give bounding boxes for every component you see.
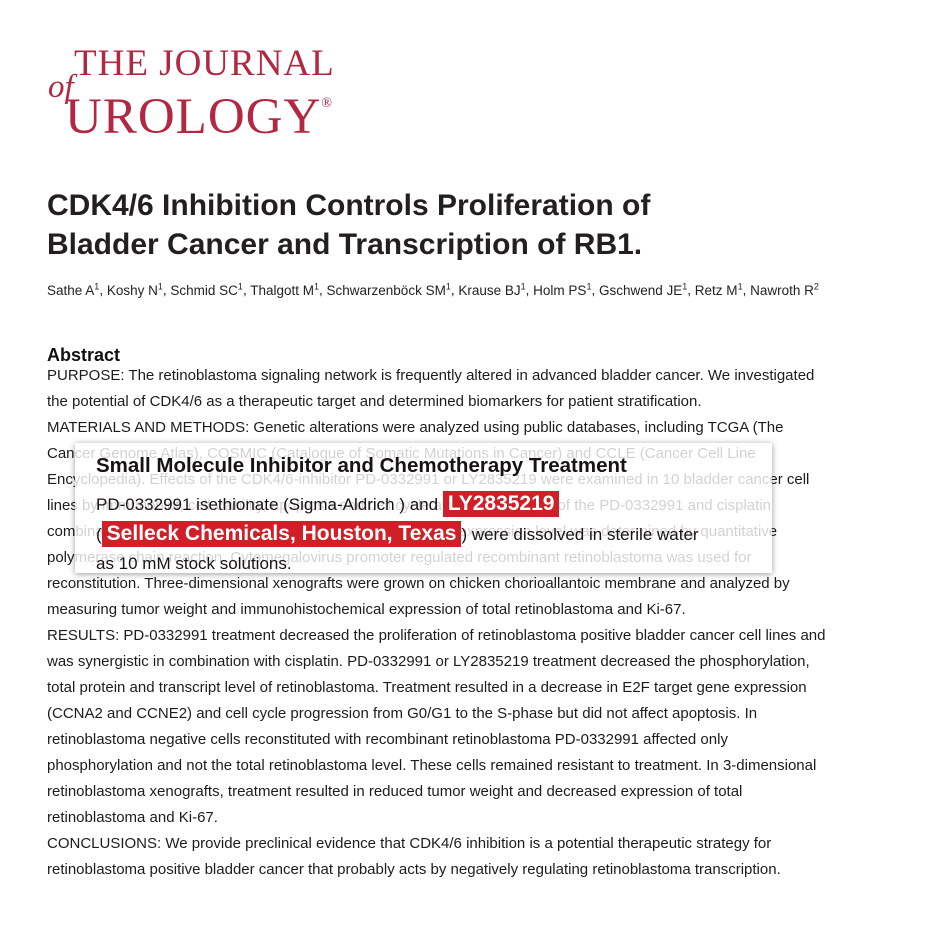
author: Retz M1 (694, 281, 743, 298)
journal-logo: of THE JOURNAL UROLOGY® (48, 43, 335, 143)
author: Thalgott M1 (250, 281, 319, 298)
abstract-line: (CCNA2 and CCNE2) and cell cycle progres… (47, 705, 758, 722)
author-affiliation-sup: 1 (682, 281, 688, 291)
abstract-line: RESULTS: PD-0332991 treatment decreased … (47, 627, 826, 644)
author: Schwarzenböck SM1 (326, 281, 451, 298)
popup-line2-text: ) were dissolved in sterile water (461, 525, 699, 544)
abstract-line: the potential of CDK4/6 as a therapeutic… (47, 393, 702, 410)
author-affiliation-sup: 1 (737, 281, 743, 291)
popup-line-3: as 10 mM stock solutions. (96, 554, 292, 573)
methods-popup: Small Molecule Inhibitor and Chemotherap… (75, 443, 772, 573)
author: Krause BJ1 (458, 281, 526, 298)
popup-title: Small Molecule Inhibitor and Chemotherap… (96, 454, 627, 477)
author: Holm PS1 (533, 281, 592, 298)
highlight-ly2835219: LY2835219 (442, 491, 560, 517)
author-affiliation-sup: 1 (94, 281, 100, 291)
abstract-line: phosphorylation and not the total retino… (47, 757, 817, 774)
author-affiliation-sup: 1 (520, 281, 526, 291)
author: Nawroth R2 (750, 281, 819, 298)
popup-line-1: PD-0332991 isethionate (Sigma-Aldrich ) … (96, 489, 772, 519)
abstract-line: was synergistic in combination with cisp… (47, 653, 810, 670)
abstract-line: retinoblastoma positive bladder cancer t… (47, 861, 781, 878)
author-affiliation-sup: 1 (586, 281, 592, 291)
abstract-text: PURPOSE: The retinoblastoma signaling ne… (47, 363, 825, 883)
abstract-line: PURPOSE: The retinoblastoma signaling ne… (47, 367, 815, 384)
article-title-line: CDK4/6 Inhibition Controls Proliferation… (47, 189, 651, 223)
author-affiliation-sup: 1 (157, 281, 163, 291)
abstract-heading: Abstract (47, 344, 121, 365)
article-title-line: Bladder Cancer and Transcription of RB1. (47, 228, 643, 262)
abstract-line: measuring tumor weight and immunohistoch… (47, 601, 686, 618)
author: Koshy N1 (106, 281, 163, 298)
registered-trademark-icon: ® (321, 96, 332, 111)
popup-line2-open-paren: ( (96, 525, 102, 544)
author: Schmid SC1 (170, 281, 243, 298)
authors-line: Sathe A1, Koshy N1, Schmid SC1, Thalgott… (47, 281, 819, 298)
abstract-line: CONCLUSIONS: We provide preclinical evid… (47, 835, 772, 852)
logo-line-urology: UROLOGY® (65, 80, 335, 143)
author: Sathe A1 (47, 281, 100, 298)
abstract-line: total protein and transcript level of re… (47, 679, 807, 696)
abstract-line: MATERIALS AND METHODS: Genetic alteratio… (47, 419, 784, 436)
author-affiliation-sup: 1 (237, 281, 243, 291)
author-affiliation-sup: 1 (313, 281, 319, 291)
author-affiliation-sup: 1 (445, 281, 451, 291)
abstract-line: retinoblastoma and Ki-67. (47, 809, 218, 826)
popup-line-2: (Selleck Chemicals, Houston, Texas) were… (96, 519, 772, 549)
article-title: CDK4/6 Inhibition Controls Proliferation… (47, 186, 650, 264)
abstract-line: retinoblastoma negative cells reconstitu… (47, 731, 728, 748)
author-affiliation-sup: 2 (813, 281, 819, 291)
author: Gschwend JE1 (598, 281, 688, 298)
highlight-selleck-chemicals: Selleck Chemicals, Houston, Texas (101, 521, 462, 547)
abstract-line: retinoblastoma xenografts, treatment res… (47, 783, 743, 800)
logo-urology-text: UROLOGY (65, 89, 322, 145)
logo-line-the-journal: THE JOURNAL (74, 43, 335, 84)
logo-of-word: of (48, 69, 74, 105)
popup-line1-text: PD-0332991 isethionate (Sigma-Aldrich ) … (96, 495, 443, 514)
abstract-line: reconstitution. Three-dimensional xenogr… (47, 575, 790, 592)
